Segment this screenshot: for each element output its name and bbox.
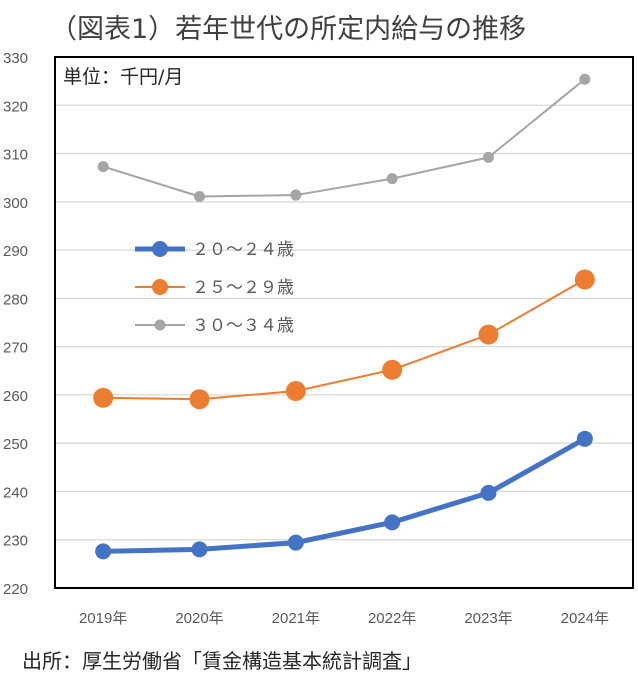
x-tick-label: 2021年 — [272, 610, 320, 627]
series-1 — [93, 269, 595, 410]
data-point — [287, 534, 304, 551]
data-point — [191, 541, 208, 558]
legend-label: ２５～２９歳 — [192, 278, 294, 298]
legend-label: ２０～２４歳 — [192, 240, 294, 260]
data-point — [480, 484, 497, 501]
y-tick-label: 310 — [3, 147, 28, 164]
data-point — [579, 73, 591, 85]
unit-label: 単位：千円/月 — [63, 66, 183, 88]
plot-area-border — [54, 56, 634, 589]
data-point — [574, 269, 595, 290]
y-tick-label: 230 — [3, 533, 28, 550]
legend-marker — [152, 279, 168, 295]
data-point — [194, 191, 205, 203]
data-point — [290, 189, 302, 201]
data-point — [97, 161, 109, 173]
y-tick-label: 280 — [3, 291, 28, 308]
legend-marker — [152, 241, 168, 257]
x-tick-label: 2020年 — [175, 610, 223, 627]
series-0 — [95, 430, 593, 560]
chart-title: （図表1）若年世代の所定内給与の推移 — [50, 14, 526, 45]
x-tick-label: 2023年 — [464, 610, 512, 627]
series-2 — [97, 73, 591, 203]
y-tick-label: 290 — [3, 243, 28, 260]
data-point — [384, 514, 401, 531]
data-point — [382, 359, 403, 380]
data-point — [478, 324, 499, 345]
y-tick-label: 240 — [3, 484, 28, 501]
y-tick-label: 320 — [3, 98, 28, 115]
x-tick-label: 2019年 — [79, 610, 127, 627]
x-tick-label: 2024年 — [561, 610, 609, 627]
data-point — [189, 389, 210, 410]
legend-label: ３０～３４歳 — [192, 316, 294, 336]
series-line — [103, 278, 586, 401]
data-point — [95, 543, 112, 560]
data-point — [483, 151, 494, 163]
y-tick-label: 250 — [3, 436, 28, 453]
y-tick-label: 220 — [3, 581, 28, 598]
series-line — [103, 436, 587, 554]
y-tick-label: 260 — [3, 388, 28, 405]
y-tick-label: 300 — [3, 195, 28, 212]
x-tick-label: 2022年 — [368, 610, 416, 627]
data-point — [285, 381, 306, 402]
legend-marker — [154, 319, 166, 331]
data-point — [576, 430, 593, 447]
y-tick-label: 330 — [3, 50, 28, 67]
y-tick-label: 270 — [3, 340, 28, 357]
series-line — [102, 78, 586, 198]
data-point — [386, 173, 398, 185]
data-point — [93, 387, 114, 408]
source-note: 出所：厚生労働省「賃金構造基本統計調査」 — [22, 649, 422, 673]
